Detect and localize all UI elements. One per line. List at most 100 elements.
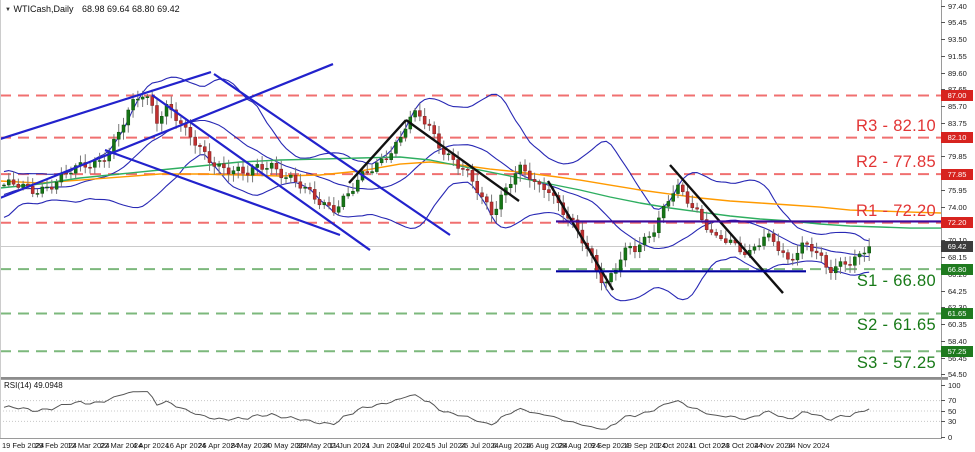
date-axis-label: 12 Mar 2024 — [67, 441, 110, 450]
bear-candle — [64, 172, 68, 175]
price-axis-tick — [941, 5, 945, 7]
bull-candle — [45, 186, 49, 189]
bull-candle — [838, 261, 843, 267]
bull-candle — [609, 273, 613, 283]
bull-candle — [666, 201, 671, 207]
bull-candle — [370, 171, 374, 174]
bull-candle — [413, 110, 417, 118]
price-axis-label: 68.15 — [948, 253, 967, 263]
bull-candle — [800, 242, 805, 254]
bull-candle — [642, 236, 647, 246]
bear-candle — [786, 252, 790, 260]
black-pattern-line-2[interactable] — [405, 119, 520, 202]
price-axis-tick — [941, 22, 945, 24]
bull-candle — [833, 266, 838, 274]
rsi-axis-label: 70 — [948, 396, 957, 406]
bear-candle — [704, 219, 709, 230]
rsi-axis-tick — [941, 420, 945, 422]
bull-candle — [508, 184, 513, 188]
price-badge-82.10: 82.10 — [941, 132, 973, 144]
support-label-s1: S1 - 66.80 — [856, 272, 936, 291]
price-axis-tick — [941, 55, 945, 57]
bollinger-upper-band — [3, 76, 870, 242]
blue-trendline-5[interactable] — [104, 149, 341, 237]
bull-candle — [676, 184, 680, 194]
bull-candle — [93, 160, 97, 168]
bear-candle — [480, 192, 484, 198]
bear-candle — [150, 96, 154, 106]
bear-candle — [174, 109, 178, 121]
bear-candle — [724, 238, 728, 243]
bull-candle — [54, 181, 59, 190]
date-axis-label: 23 Oct 2024 — [721, 441, 763, 450]
bear-candle — [781, 250, 785, 253]
bear-candle — [432, 125, 436, 135]
bear-candle — [714, 232, 718, 236]
bull-candle — [303, 187, 307, 189]
rsi-axis-tick — [941, 400, 945, 402]
bull-candle — [35, 193, 40, 195]
price-axis-label: 54.50 — [948, 370, 967, 380]
blue-trendline-2[interactable] — [0, 63, 334, 200]
bull-candle — [231, 170, 236, 175]
blue-trendline-1[interactable] — [0, 70, 212, 141]
bull-candle — [661, 205, 666, 219]
rsi-axis-label: 100 — [948, 380, 961, 390]
bull-candle — [867, 246, 871, 254]
chart-title: ▼ WTICash,Daily 68.98 69.64 68.80 69.42 — [5, 4, 180, 14]
rsi-line — [3, 391, 870, 430]
price-badge-66.80: 66.80 — [941, 263, 973, 275]
bear-candle — [528, 170, 532, 180]
bear-candle — [848, 264, 852, 266]
bull-candle — [284, 177, 288, 179]
bull-candle — [341, 195, 346, 207]
bear-candle — [327, 202, 331, 206]
bear-candle — [365, 171, 370, 174]
bear-candle — [226, 167, 231, 175]
bear-candle — [193, 136, 197, 146]
bear-candle — [422, 116, 427, 125]
bull-candle — [671, 193, 675, 202]
bull-candle — [728, 239, 733, 243]
price-axis-label: 56.45 — [948, 353, 967, 363]
rsi-axis-tick — [941, 410, 945, 412]
bull-candle — [2, 184, 6, 187]
bull-candle — [289, 174, 293, 178]
bear-candle — [312, 189, 317, 200]
black-pattern-line-1[interactable] — [348, 119, 407, 184]
bull-candle — [518, 164, 522, 174]
bear-candle — [279, 168, 283, 179]
blue-trendline-3[interactable] — [151, 94, 371, 251]
date-axis-label: 8 May 2024 — [230, 441, 271, 450]
price-axis-tick — [941, 340, 945, 342]
price-axis-label: 83.75 — [948, 118, 967, 128]
bear-candle — [542, 183, 546, 190]
bull-candle — [647, 236, 652, 238]
bear-candle — [771, 233, 776, 242]
bull-candle — [752, 246, 757, 251]
price-axis-tick — [941, 189, 945, 191]
support-label-s3: S3 - 57.25 — [856, 354, 936, 373]
bear-candle — [298, 181, 303, 189]
bear-candle — [719, 235, 723, 239]
bull-candle — [757, 245, 761, 248]
bull-candle — [236, 166, 240, 171]
bear-candle — [537, 181, 542, 185]
price-axis-label: 93.50 — [948, 35, 967, 45]
bull-candle — [97, 160, 102, 162]
price-axis-label: 70.10 — [948, 236, 967, 245]
price-axis-tick — [941, 257, 945, 259]
date-axis-label: 4 Nov 2024 — [754, 441, 793, 450]
bear-candle — [332, 205, 336, 213]
bear-candle — [102, 160, 107, 162]
price-axis-label: 79.85 — [948, 152, 967, 162]
price-axis-tick — [941, 324, 945, 326]
symbol-timeframe: WTICash,Daily — [13, 4, 74, 14]
bear-candle — [776, 241, 781, 251]
bear-candle — [470, 170, 475, 182]
bear-candle — [30, 185, 35, 194]
rsi-axis-tick — [941, 384, 945, 386]
panel-separator[interactable] — [0, 377, 948, 380]
blue-trendline-4[interactable] — [213, 73, 451, 236]
